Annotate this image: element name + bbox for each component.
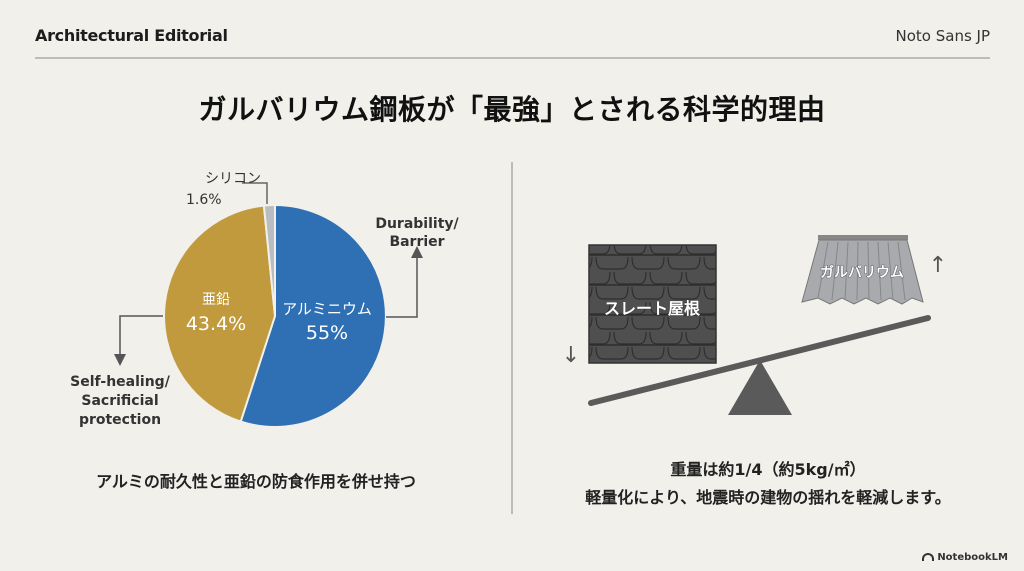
slate-label: スレート屋根 <box>604 299 700 318</box>
pie-chart <box>163 203 387 428</box>
aluminum-name: アルミニウム <box>282 300 372 318</box>
left-caption: アルミの耐久性と亜鉛の防食作用を併せ持つ <box>96 472 416 491</box>
down-arrow-icon: ↓ <box>562 343 580 368</box>
up-arrow-icon: ↑ <box>929 253 947 278</box>
seesaw-beam <box>588 315 931 406</box>
page-title: ガルバリウム鋼板が「最強」とされる科学的理由 <box>198 93 826 126</box>
pie-slice-zinc <box>163 204 277 423</box>
header-title: Architectural Editorial <box>35 26 228 45</box>
selfheal-label-line1: Self-healing/ <box>70 374 171 390</box>
pie-slice-aluminum <box>239 203 387 428</box>
silicon-value: 1.6% <box>186 192 222 208</box>
selfheal-label-line2: Sacrificial <box>81 393 158 409</box>
selfheal-label-line3: protection <box>79 412 161 428</box>
galvalume-roof <box>801 235 924 305</box>
silicon-leader-line <box>242 182 268 204</box>
header-divider <box>35 57 990 59</box>
header-font-label: Noto Sans JP <box>895 27 991 45</box>
galvalume-label: ガルバリウム <box>820 265 904 281</box>
selfheal-arrow <box>114 315 163 366</box>
right-caption-line1: 重量は約1/4（約5kg/㎡） <box>670 460 866 479</box>
right-caption-line2: 軽量化により、地震時の建物の揺れを軽減します。 <box>585 488 951 507</box>
pie-slice-silicon <box>262 203 276 317</box>
zinc-value: 43.4% <box>186 313 246 335</box>
seesaw-fulcrum <box>728 360 792 415</box>
notebooklm-logo-icon <box>922 553 935 561</box>
zinc-name: 亜鉛 <box>202 292 230 308</box>
silicon-name: シリコン <box>205 171 261 187</box>
panel-divider <box>511 162 513 514</box>
footer-brand-label: NotebookLM <box>937 552 1008 563</box>
footer-brand: NotebookLM <box>922 552 1008 563</box>
durability-label-line2: Barrier <box>389 234 444 250</box>
slate-roof-block <box>588 244 717 364</box>
durability-label-line1: Durability/ <box>375 216 459 232</box>
aluminum-value: 55% <box>306 322 348 344</box>
durability-arrow <box>386 246 423 318</box>
